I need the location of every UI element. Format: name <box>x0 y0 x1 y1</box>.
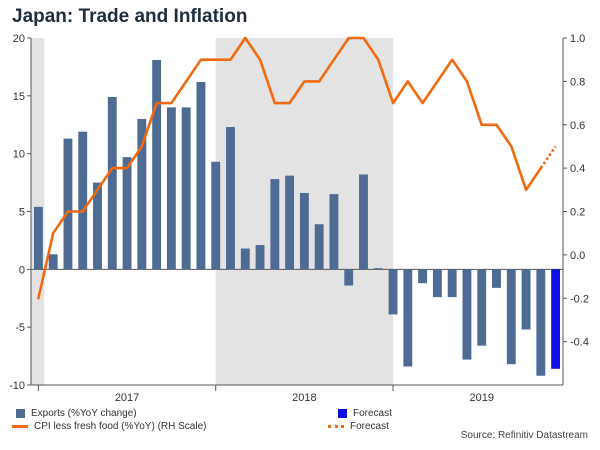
year-label: 2018 <box>292 392 316 404</box>
exports-bar <box>403 269 413 367</box>
cpi-lines <box>37 36 557 300</box>
right-tick-label: -0.4 <box>570 337 589 349</box>
legend-exports: Exports (%YoY change) <box>16 408 137 419</box>
left-tick-label: 10 <box>13 149 25 161</box>
exports-bar <box>299 192 309 270</box>
exports-bar <box>226 127 235 270</box>
right-tick-label: 0.6 <box>570 120 585 132</box>
exports-bar <box>492 269 501 288</box>
exports-bar <box>506 269 516 365</box>
exports-bar <box>166 107 176 270</box>
legend-cpi-label: CPI less fresh food (%YoY) (RH Scale) <box>34 421 207 432</box>
legend-cpi: CPI less fresh food (%YoY) (RH Scale) <box>12 421 206 432</box>
right-tick-label: 0.2 <box>570 207 585 219</box>
exports-bar <box>181 107 191 270</box>
exports-bar <box>536 269 546 376</box>
right-tick-label: 0.4 <box>570 163 585 175</box>
cpi-forecast-line <box>539 145 557 169</box>
exports-bar <box>107 96 117 270</box>
right-tick-label: 0.0 <box>570 250 585 262</box>
year-labels: 2017 2018 2019 <box>37 385 494 404</box>
exports-bar <box>93 182 102 270</box>
year-label: 2019 <box>469 392 493 404</box>
chart-title: Japan: Trade and Inflation <box>12 6 248 27</box>
forecast-bar-swatch <box>338 409 347 418</box>
right-axis-ticks: 1.0 0.8 0.6 0.4 0.2 0.0 -0.2 -0.4 <box>563 33 589 349</box>
left-tick-label: 20 <box>13 33 25 45</box>
exports-bar <box>477 269 487 346</box>
exports-bar <box>122 157 132 270</box>
left-tick-label: 5 <box>19 207 25 219</box>
exports-bar <box>418 269 428 284</box>
left-tick-label: 0 <box>19 264 25 276</box>
exports-bar <box>240 248 250 270</box>
right-tick-label: -0.2 <box>570 293 589 305</box>
exports-bar <box>432 269 442 298</box>
exports-bar <box>211 161 221 270</box>
exports-bar <box>270 179 280 270</box>
exports-bars <box>33 59 561 376</box>
legend-forecast-line: Forecast <box>328 421 389 432</box>
exports-bar <box>373 268 383 270</box>
exports-bar <box>255 245 265 270</box>
cpi-line <box>37 36 543 300</box>
exports-bar <box>48 254 58 270</box>
exports-bar <box>152 59 162 270</box>
exports-bar <box>388 269 398 315</box>
legend-forecast-bar-label: Forecast <box>353 408 392 419</box>
forecast-bar <box>551 269 561 369</box>
exports-bar <box>285 175 295 270</box>
exports-bar <box>462 269 472 360</box>
exports-bar <box>521 269 531 330</box>
exports-bar <box>329 194 339 270</box>
exports-bar <box>359 174 368 270</box>
exports-bar <box>196 81 206 270</box>
year-label: 2017 <box>115 392 139 404</box>
exports-bar <box>78 131 88 270</box>
exports-bar <box>63 138 73 270</box>
exports-bar <box>314 224 324 270</box>
right-tick-label: 0.8 <box>570 76 585 88</box>
exports-bar <box>33 206 43 270</box>
left-axis-ticks: 20 15 10 5 0 -5 -10 <box>9 33 31 392</box>
source-note: Source: Refinitiv Datastream <box>460 430 588 441</box>
left-tick-label: -5 <box>15 322 25 334</box>
legend-exports-label: Exports (%YoY change) <box>31 408 137 419</box>
exports-swatch <box>16 409 25 418</box>
cpi-swatch <box>12 425 28 428</box>
legend-forecast-line-label: Forecast <box>350 421 389 432</box>
exports-bar <box>447 269 457 298</box>
exports-bar <box>344 269 354 286</box>
exports-bar <box>137 118 147 270</box>
right-tick-label: 1.0 <box>570 33 585 45</box>
legend-forecast-bar: Forecast <box>338 408 392 419</box>
left-tick-label: 15 <box>13 91 25 103</box>
left-tick-label: -10 <box>9 380 25 392</box>
forecast-line-swatch <box>328 425 344 428</box>
